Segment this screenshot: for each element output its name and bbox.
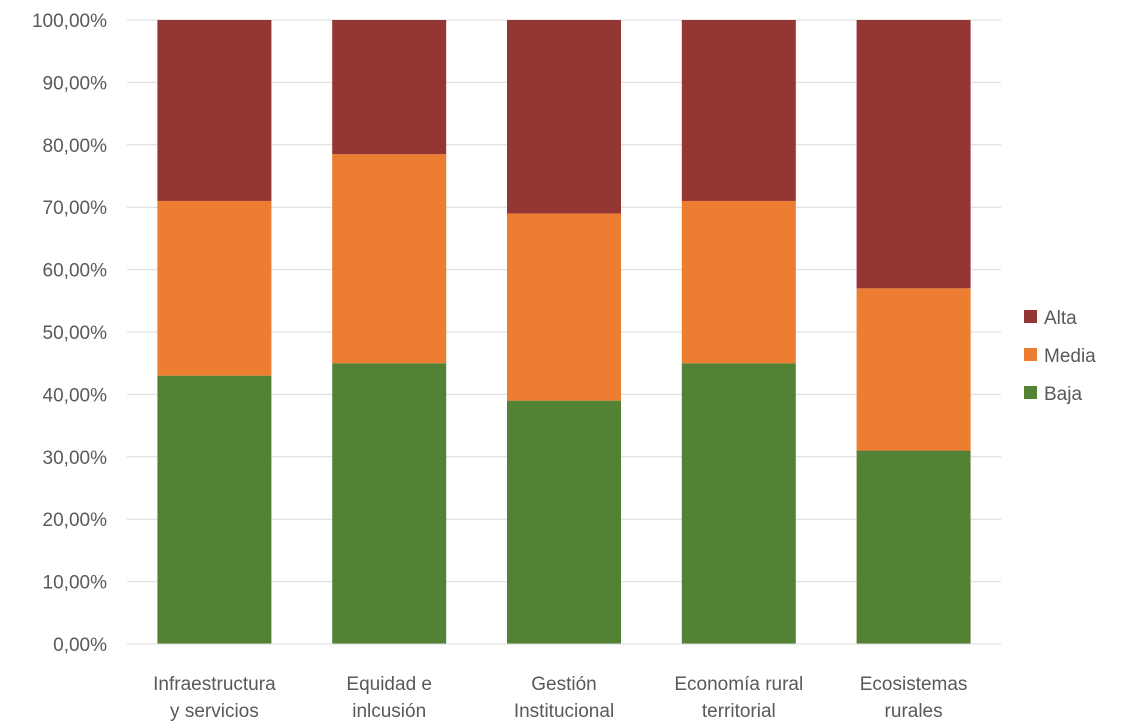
y-axis-tick-labels: 0,00% 10,00% 20,00% 30,00% 40,00% 50,00% 60,00… bbox=[32, 11, 107, 656]
y-tick-label: 100,00% bbox=[32, 11, 107, 32]
x-category-label-line: Gestión bbox=[531, 674, 596, 695]
y-tick-label: 20,00% bbox=[43, 510, 108, 531]
bar-segment-alta bbox=[681, 20, 796, 201]
y-tick-label: 40,00% bbox=[43, 385, 108, 406]
y-tick-label: 50,00% bbox=[43, 323, 108, 344]
legend-entry-media: Media bbox=[1024, 346, 1096, 367]
legend-swatch bbox=[1024, 348, 1037, 361]
legend-label: Media bbox=[1044, 346, 1096, 367]
legend-entry-baja: Baja bbox=[1024, 384, 1082, 405]
x-category-label-line: Equidad e bbox=[346, 674, 432, 695]
bar-segment-baja bbox=[332, 363, 447, 644]
bar-segment-alta bbox=[332, 20, 447, 155]
bar-segment-baja bbox=[507, 400, 621, 644]
x-category-label-line: Institucional bbox=[514, 701, 614, 722]
x-category-label: Infraestructura y servicios bbox=[153, 674, 276, 722]
y-tick-label: 60,00% bbox=[43, 261, 108, 282]
x-category-label-line: territorial bbox=[702, 701, 776, 722]
legend-swatch bbox=[1024, 386, 1037, 399]
y-tick-label: 0,00% bbox=[53, 635, 107, 656]
y-tick-label: 70,00% bbox=[43, 198, 108, 219]
legend-label: Baja bbox=[1044, 384, 1082, 405]
x-category-label: Ecosistemas rurales bbox=[860, 674, 968, 722]
bar-segment-media bbox=[681, 200, 796, 364]
x-category-label-line: inlcusión bbox=[352, 701, 426, 722]
x-category-label-line: Economía rural bbox=[674, 674, 803, 695]
bars bbox=[157, 20, 971, 644]
x-category-label: Equidad e inlcusión bbox=[346, 674, 432, 722]
x-category-label: Economía rural territorial bbox=[674, 674, 803, 722]
x-axis-category-labels: Infraestructura y servicios Equidad e inlcu… bbox=[153, 674, 967, 722]
y-tick-label: 80,00% bbox=[43, 136, 108, 157]
bar-segment-media bbox=[157, 200, 272, 376]
bar-segment-alta bbox=[507, 20, 621, 214]
bar-segment-baja bbox=[681, 363, 796, 644]
y-tick-label: 10,00% bbox=[43, 573, 108, 594]
y-tick-label: 90,00% bbox=[43, 73, 108, 94]
bar-segment-baja bbox=[856, 450, 971, 644]
x-category-label-line: y servicios bbox=[170, 701, 259, 722]
bar-segment-media bbox=[856, 288, 971, 451]
x-category-label: Gestión Institucional bbox=[514, 674, 614, 722]
x-category-label-line: Ecosistemas bbox=[860, 674, 968, 695]
legend-entry-alta: Alta bbox=[1024, 308, 1077, 329]
bar-segment-baja bbox=[157, 375, 272, 644]
x-category-label-line: Infraestructura bbox=[153, 674, 276, 695]
bar-segment-media bbox=[332, 154, 447, 364]
legend-label: Alta bbox=[1044, 308, 1077, 329]
y-tick-label: 30,00% bbox=[43, 448, 108, 469]
x-category-label-line: rurales bbox=[885, 701, 943, 722]
legend: Alta Media Baja bbox=[1024, 308, 1096, 405]
bar-segment-alta bbox=[856, 20, 971, 289]
bar-segment-media bbox=[507, 213, 621, 401]
legend-swatch bbox=[1024, 310, 1037, 323]
bar-segment-alta bbox=[157, 20, 272, 201]
